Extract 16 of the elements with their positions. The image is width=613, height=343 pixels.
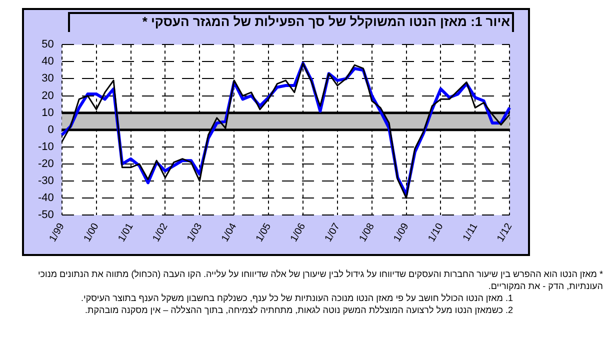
y-tick-label: -20 [38,158,54,170]
chart-title: איור 1: מאזן הנטו המשוקלל של סך הפעילות של המגזר העסקי * [141,14,510,29]
y-tick-label: -40 [38,192,54,204]
x-tick-label: 1/11 [461,221,480,244]
y-tick-label: 20 [42,90,54,102]
text: 1. מאזן הנטו הכולל חושב על פי מאזן הנטו מנוכה העונתיות של כל ענף, כשנלקח בחשבון משקל הענף בתוצר העיסקי. [80,292,514,304]
y-tick-label: 10 [42,106,54,119]
y-tick-label: 40 [42,56,54,68]
y-tick-label: 30 [42,72,54,85]
y-tick-label: 0 [48,124,54,136]
y-tick-label: -50 [38,209,54,222]
y-tick-label: 50 [42,38,54,51]
y-tick-label: -30 [38,175,54,188]
text: 2. כשמאזן הנטו מעל לרצועה המוצללת המשק נוטה לגאות, מתחתיה לצמיחה, בתוך ההצללה – אין מסקנה מובהקת. [84,304,514,316]
y-tick-label: -10 [38,140,54,153]
text: * מאזן הנטו הוא ההפרש בין שיעור החברות והעסקים שדיווחו על גידול לבין שיעורן של אלה שדיווחו על עלייה. הקו העבה (הכחול) מתווה את הנתונים מנוכי העונתיות, הדק - את המקוריים. [36,268,603,292]
